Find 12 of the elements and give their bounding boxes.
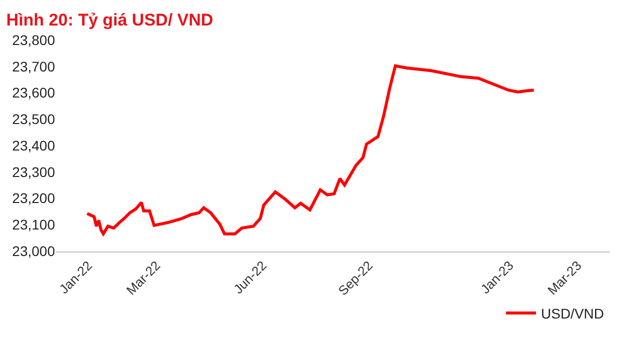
legend-label: USD/VND	[541, 305, 604, 322]
y-tick-label: 23,100	[12, 216, 56, 233]
y-tick-label: 23,200	[12, 190, 56, 206]
y-tick-label: 23,800	[12, 32, 56, 48]
line-series	[86, 64, 536, 236]
y-tick-label: 23,300	[12, 164, 56, 180]
y-tick-label: 23,400	[12, 137, 56, 154]
y-tick-label: 23,500	[12, 111, 56, 128]
y-tick-label: 23,700	[12, 58, 56, 74]
y-tick-label: 23,000	[12, 242, 56, 259]
chart-title: Hình 20: Tỷ giá USD/ VND	[6, 10, 214, 30]
y-tick-label: 23,600	[12, 84, 56, 101]
